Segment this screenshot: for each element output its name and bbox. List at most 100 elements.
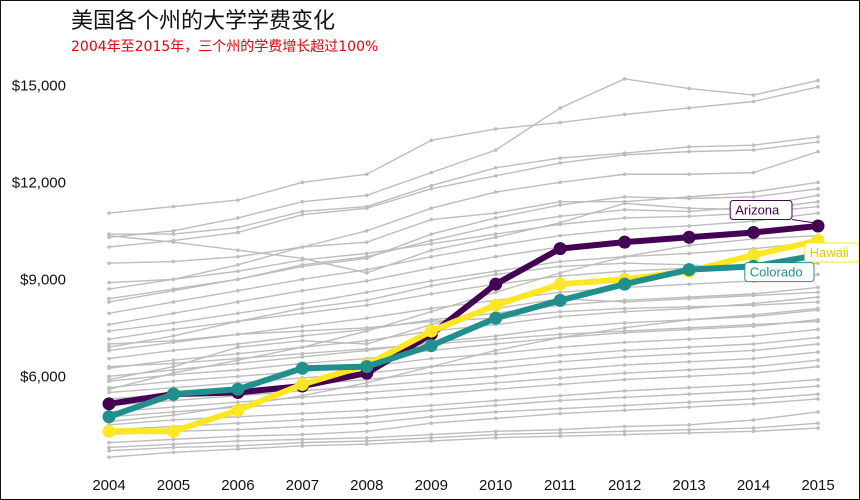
background-series-line — [108, 188, 819, 303]
background-series-point — [429, 408, 434, 413]
background-series-point — [429, 183, 434, 188]
background-series-point — [107, 348, 111, 353]
x-tick-label: 2010 — [479, 477, 512, 494]
y-tick-label: $15,000 — [12, 77, 66, 94]
background-series-point — [429, 254, 434, 259]
background-series-point — [300, 306, 305, 311]
background-series-point — [107, 311, 111, 316]
background-series-line — [108, 351, 819, 407]
background-series-point — [107, 390, 111, 395]
background-series-point — [493, 127, 498, 131]
background-series-point — [365, 442, 369, 447]
background-series-line — [108, 365, 819, 418]
background-series-point — [300, 324, 305, 329]
background-series-point — [236, 332, 240, 337]
background-series-point — [558, 222, 562, 227]
hawaii-label: Hawaii — [810, 245, 849, 260]
background-series-point — [365, 397, 369, 401]
background-series-point — [171, 371, 176, 375]
background-series-point — [816, 290, 820, 295]
background-series-line — [108, 328, 819, 389]
background-series-point — [687, 317, 691, 322]
background-series-point — [751, 334, 756, 338]
background-series-point — [622, 326, 627, 330]
background-series-point — [687, 337, 691, 341]
colorado-point — [295, 361, 309, 375]
background-series-point — [300, 402, 305, 406]
background-series-point — [300, 351, 305, 356]
background-series-point — [365, 347, 369, 351]
background-series-point — [300, 444, 305, 448]
background-series-point — [171, 418, 176, 422]
background-series-point — [236, 427, 240, 432]
background-series-point — [751, 219, 756, 223]
background-series-point — [687, 86, 691, 91]
background-series-point — [558, 199, 562, 204]
background-series-line — [108, 234, 819, 390]
background-series-point — [236, 400, 240, 405]
background-series-point — [816, 421, 820, 426]
background-series-point — [687, 196, 691, 201]
arizona-point — [102, 397, 116, 411]
background-series-point — [493, 337, 498, 341]
background-series-line — [108, 320, 819, 368]
arizona-point — [553, 242, 567, 256]
background-series-point — [687, 392, 691, 396]
x-tick-label: 2005 — [157, 477, 190, 494]
background-series-point — [493, 435, 498, 440]
background-series-point — [107, 337, 111, 341]
background-series-point — [236, 444, 240, 448]
background-series-point — [429, 309, 434, 314]
background-series-point — [107, 342, 111, 346]
background-series-point — [687, 172, 691, 177]
background-series-point — [622, 208, 627, 212]
background-series-point — [236, 300, 240, 304]
background-series-point — [751, 303, 756, 308]
arizona-point — [489, 277, 503, 291]
background-series-point — [751, 148, 756, 152]
background-series-point — [171, 277, 176, 282]
x-tick-label: 2012 — [608, 477, 641, 494]
background-series-point — [558, 309, 562, 314]
background-series-point — [558, 271, 562, 275]
background-series-line — [108, 336, 819, 394]
background-series-point — [236, 421, 240, 426]
colorado-point — [360, 360, 374, 374]
background-series-point — [622, 429, 627, 434]
background-series-point — [816, 295, 820, 299]
background-series-point — [365, 329, 369, 333]
background-series-point — [751, 402, 756, 406]
background-series-point — [107, 322, 111, 327]
background-series-point — [365, 316, 369, 320]
background-series-point — [687, 206, 691, 210]
background-series-point — [429, 266, 434, 270]
background-series-point — [107, 345, 111, 350]
background-series-point — [687, 251, 691, 256]
background-series-point — [236, 356, 240, 361]
background-series-point — [107, 374, 111, 379]
background-series-point — [107, 233, 111, 238]
background-series-point — [236, 439, 240, 443]
hawaii-point — [102, 424, 116, 438]
background-series-point — [558, 106, 562, 110]
background-series-point — [171, 405, 176, 409]
background-series-line — [108, 201, 819, 274]
background-series-point — [493, 232, 498, 236]
background-series-point — [687, 431, 691, 435]
background-series-point — [365, 429, 369, 434]
background-series-point — [236, 230, 240, 235]
background-series-point — [622, 201, 627, 206]
background-series-point — [816, 211, 820, 215]
background-series-point — [171, 364, 176, 369]
background-series-point — [300, 418, 305, 422]
background-series-point — [236, 225, 240, 230]
background-series-point — [300, 437, 305, 442]
background-series-point — [171, 348, 176, 353]
background-series-point — [687, 296, 691, 301]
x-tick-label: 2009 — [415, 477, 448, 494]
background-series-point — [622, 300, 627, 304]
background-series-point — [816, 300, 820, 304]
x-tick-label: 2014 — [737, 477, 770, 494]
background-series-point — [300, 180, 305, 185]
